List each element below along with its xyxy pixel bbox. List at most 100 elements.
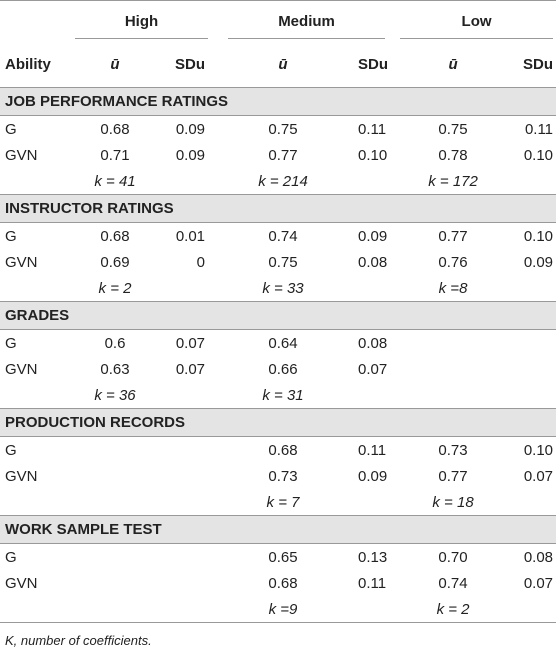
table-cell xyxy=(75,463,155,489)
table-row: k = 7 k = 18 xyxy=(0,489,556,516)
table-cell xyxy=(518,356,556,382)
table-cell xyxy=(75,544,155,571)
table-row: G 0.6 0.07 0.64 0.08 xyxy=(0,330,556,357)
table-cell: GVN xyxy=(5,467,38,485)
table-cell: 0.07 xyxy=(358,360,388,378)
table-cell: 0.08 xyxy=(523,548,554,566)
table-cell xyxy=(518,168,556,195)
table-row: INSTRUCTOR RATINGS xyxy=(0,194,556,223)
table-cell xyxy=(0,275,75,302)
table-cell: 0.64 xyxy=(268,334,298,352)
table-cell xyxy=(358,596,389,623)
k-count xyxy=(75,489,155,516)
column-header: Ability xyxy=(0,41,75,88)
table-cell: GVN xyxy=(5,360,38,378)
column-header: SDu xyxy=(155,41,209,88)
table-cell: 0.13 xyxy=(358,548,388,566)
table-cell: 0.68 xyxy=(100,120,130,138)
table-cell: G xyxy=(5,120,17,138)
k-count xyxy=(388,382,518,409)
table-cell: 0.07 xyxy=(175,334,206,352)
table-cell: 0.11 xyxy=(358,120,387,138)
table-row: G 0.68 0.11 0.73 0.10 xyxy=(0,437,556,464)
group-label: High xyxy=(75,13,209,39)
table-cell xyxy=(75,570,155,596)
column-header: SDu xyxy=(518,41,556,88)
table-row: k =9 k = 2 xyxy=(0,596,556,623)
table-cell: 0.08 xyxy=(358,253,388,271)
table-row: k = 41 k = 214 k = 172 xyxy=(0,168,556,195)
header-cell xyxy=(0,0,75,41)
table-row: G 0.68 0.01 0.74 0.09 0.77 0.10 xyxy=(0,223,556,250)
table-row: High Medium Low xyxy=(0,0,556,41)
column-header: ū xyxy=(208,41,359,88)
table-cell: 0.09 xyxy=(523,253,554,271)
table-cell: 0.01 xyxy=(175,227,206,245)
table-cell: 0.78 xyxy=(438,146,468,164)
table-cell: G xyxy=(5,227,17,245)
table-cell: 0.07 xyxy=(523,574,554,592)
table-cell: 0.09 xyxy=(175,146,206,164)
table-cell xyxy=(155,463,208,489)
table-cell: 0.09 xyxy=(358,227,388,245)
table-cell: 0.75 xyxy=(268,253,298,271)
table-cell: 0.10 xyxy=(358,146,388,164)
table-cell xyxy=(0,168,75,195)
table-cell: 0.77 xyxy=(438,467,468,485)
table-cell: 0.68 xyxy=(100,227,130,245)
column-header: ū xyxy=(75,41,155,88)
table-row: GVN 0.71 0.09 0.77 0.10 0.78 0.10 xyxy=(0,142,556,168)
table-cell: 0.69 xyxy=(100,253,130,271)
table-cell xyxy=(358,489,388,516)
table-cell: 0.75 xyxy=(438,120,468,138)
table-cell xyxy=(0,489,75,516)
table-cell xyxy=(75,437,155,464)
k-count: k = 31 xyxy=(262,386,304,404)
table-cell xyxy=(518,596,556,623)
table-row: G 0.68 0.09 0.75 0.11 0.75 0.11 xyxy=(0,116,556,143)
group-header: High xyxy=(75,0,209,41)
table-cell: 0.63 xyxy=(100,360,130,378)
data-table: High Medium Low Ability ū SDu ū SDu ū SDu JOB PERF… xyxy=(0,0,556,623)
table-cell: 0.66 xyxy=(268,360,298,378)
table-cell: 0.11 xyxy=(358,441,387,459)
table-row: PRODUCTION RECORDS xyxy=(0,408,556,437)
table-cell: 0.09 xyxy=(358,467,388,485)
table-cell xyxy=(518,330,556,357)
table-cell: GVN xyxy=(5,574,38,592)
table-cell: 0.68 xyxy=(268,441,298,459)
table-cell: 0.68 xyxy=(268,574,298,592)
table-row: G 0.65 0.13 0.70 0.08 xyxy=(0,544,556,571)
table-cell xyxy=(358,275,388,302)
table-cell: 0.74 xyxy=(438,574,468,592)
table-cell xyxy=(155,275,208,302)
table-cell: 0 xyxy=(196,253,206,271)
section-title: WORK SAMPLE TEST xyxy=(0,515,556,544)
table-cell xyxy=(155,382,208,409)
table-row: Ability ū SDu ū SDu ū SDu xyxy=(0,41,556,88)
table-cell: 0.71 xyxy=(100,146,130,164)
k-count: k = 214 xyxy=(258,172,308,190)
k-count: k = 18 xyxy=(432,493,474,511)
table-cell xyxy=(518,489,556,516)
table-cell: 0.10 xyxy=(523,146,554,164)
table-cell: GVN xyxy=(5,146,38,164)
table-cell: 0.74 xyxy=(268,227,298,245)
section-title: GRADES xyxy=(0,301,556,330)
group-label: Medium xyxy=(228,13,386,39)
table-cell: 0.10 xyxy=(523,227,554,245)
table-cell xyxy=(358,168,388,195)
table-row: k = 36 k = 31 xyxy=(0,382,556,409)
table-cell: 0.11 xyxy=(358,574,387,592)
table-cell xyxy=(0,596,75,623)
table-cell: 0.77 xyxy=(268,146,298,164)
table-cell: G xyxy=(5,334,17,352)
table-cell xyxy=(155,596,209,623)
section-title: PRODUCTION RECORDS xyxy=(0,408,556,437)
table-cell: 0.65 xyxy=(268,548,298,566)
table-cell xyxy=(518,382,556,409)
table-cell: GVN xyxy=(5,253,38,271)
k-count: k = 33 xyxy=(262,279,304,297)
k-count: k =9 xyxy=(208,596,359,623)
